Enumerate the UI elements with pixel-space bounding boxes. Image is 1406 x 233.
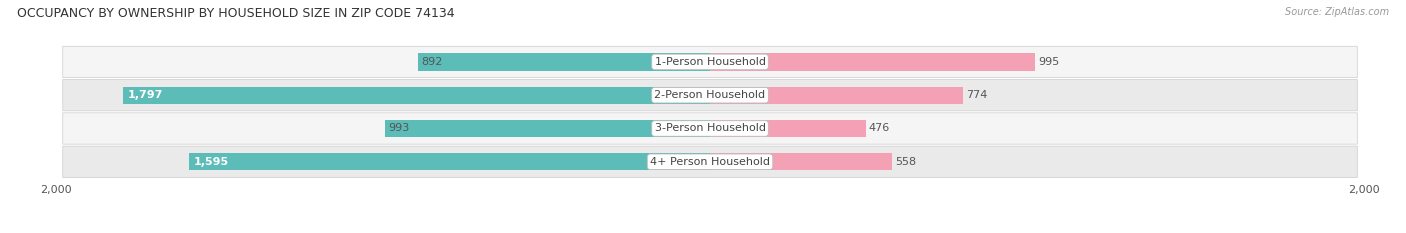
Text: 774: 774: [966, 90, 987, 100]
Text: 558: 558: [896, 157, 917, 167]
Text: 892: 892: [420, 57, 443, 67]
Bar: [710, 86, 963, 104]
FancyBboxPatch shape: [63, 113, 1357, 144]
Bar: [710, 120, 866, 137]
Text: 995: 995: [1038, 57, 1059, 67]
Text: 2-Person Household: 2-Person Household: [654, 90, 766, 100]
Text: Source: ZipAtlas.com: Source: ZipAtlas.com: [1285, 7, 1389, 17]
Bar: [419, 53, 710, 71]
Text: 993: 993: [388, 123, 409, 134]
FancyBboxPatch shape: [63, 146, 1357, 177]
FancyBboxPatch shape: [63, 46, 1357, 78]
Text: 476: 476: [869, 123, 890, 134]
Bar: [710, 53, 1035, 71]
Bar: [385, 120, 710, 137]
Text: 3-Person Household: 3-Person Household: [655, 123, 765, 134]
Bar: [710, 153, 893, 170]
Bar: [188, 153, 710, 170]
Bar: [122, 86, 710, 104]
Text: OCCUPANCY BY OWNERSHIP BY HOUSEHOLD SIZE IN ZIP CODE 74134: OCCUPANCY BY OWNERSHIP BY HOUSEHOLD SIZE…: [17, 7, 454, 20]
FancyBboxPatch shape: [63, 79, 1357, 111]
Text: 1,797: 1,797: [128, 90, 163, 100]
Text: 1,595: 1,595: [194, 157, 229, 167]
Text: 4+ Person Household: 4+ Person Household: [650, 157, 770, 167]
Text: 1-Person Household: 1-Person Household: [655, 57, 765, 67]
